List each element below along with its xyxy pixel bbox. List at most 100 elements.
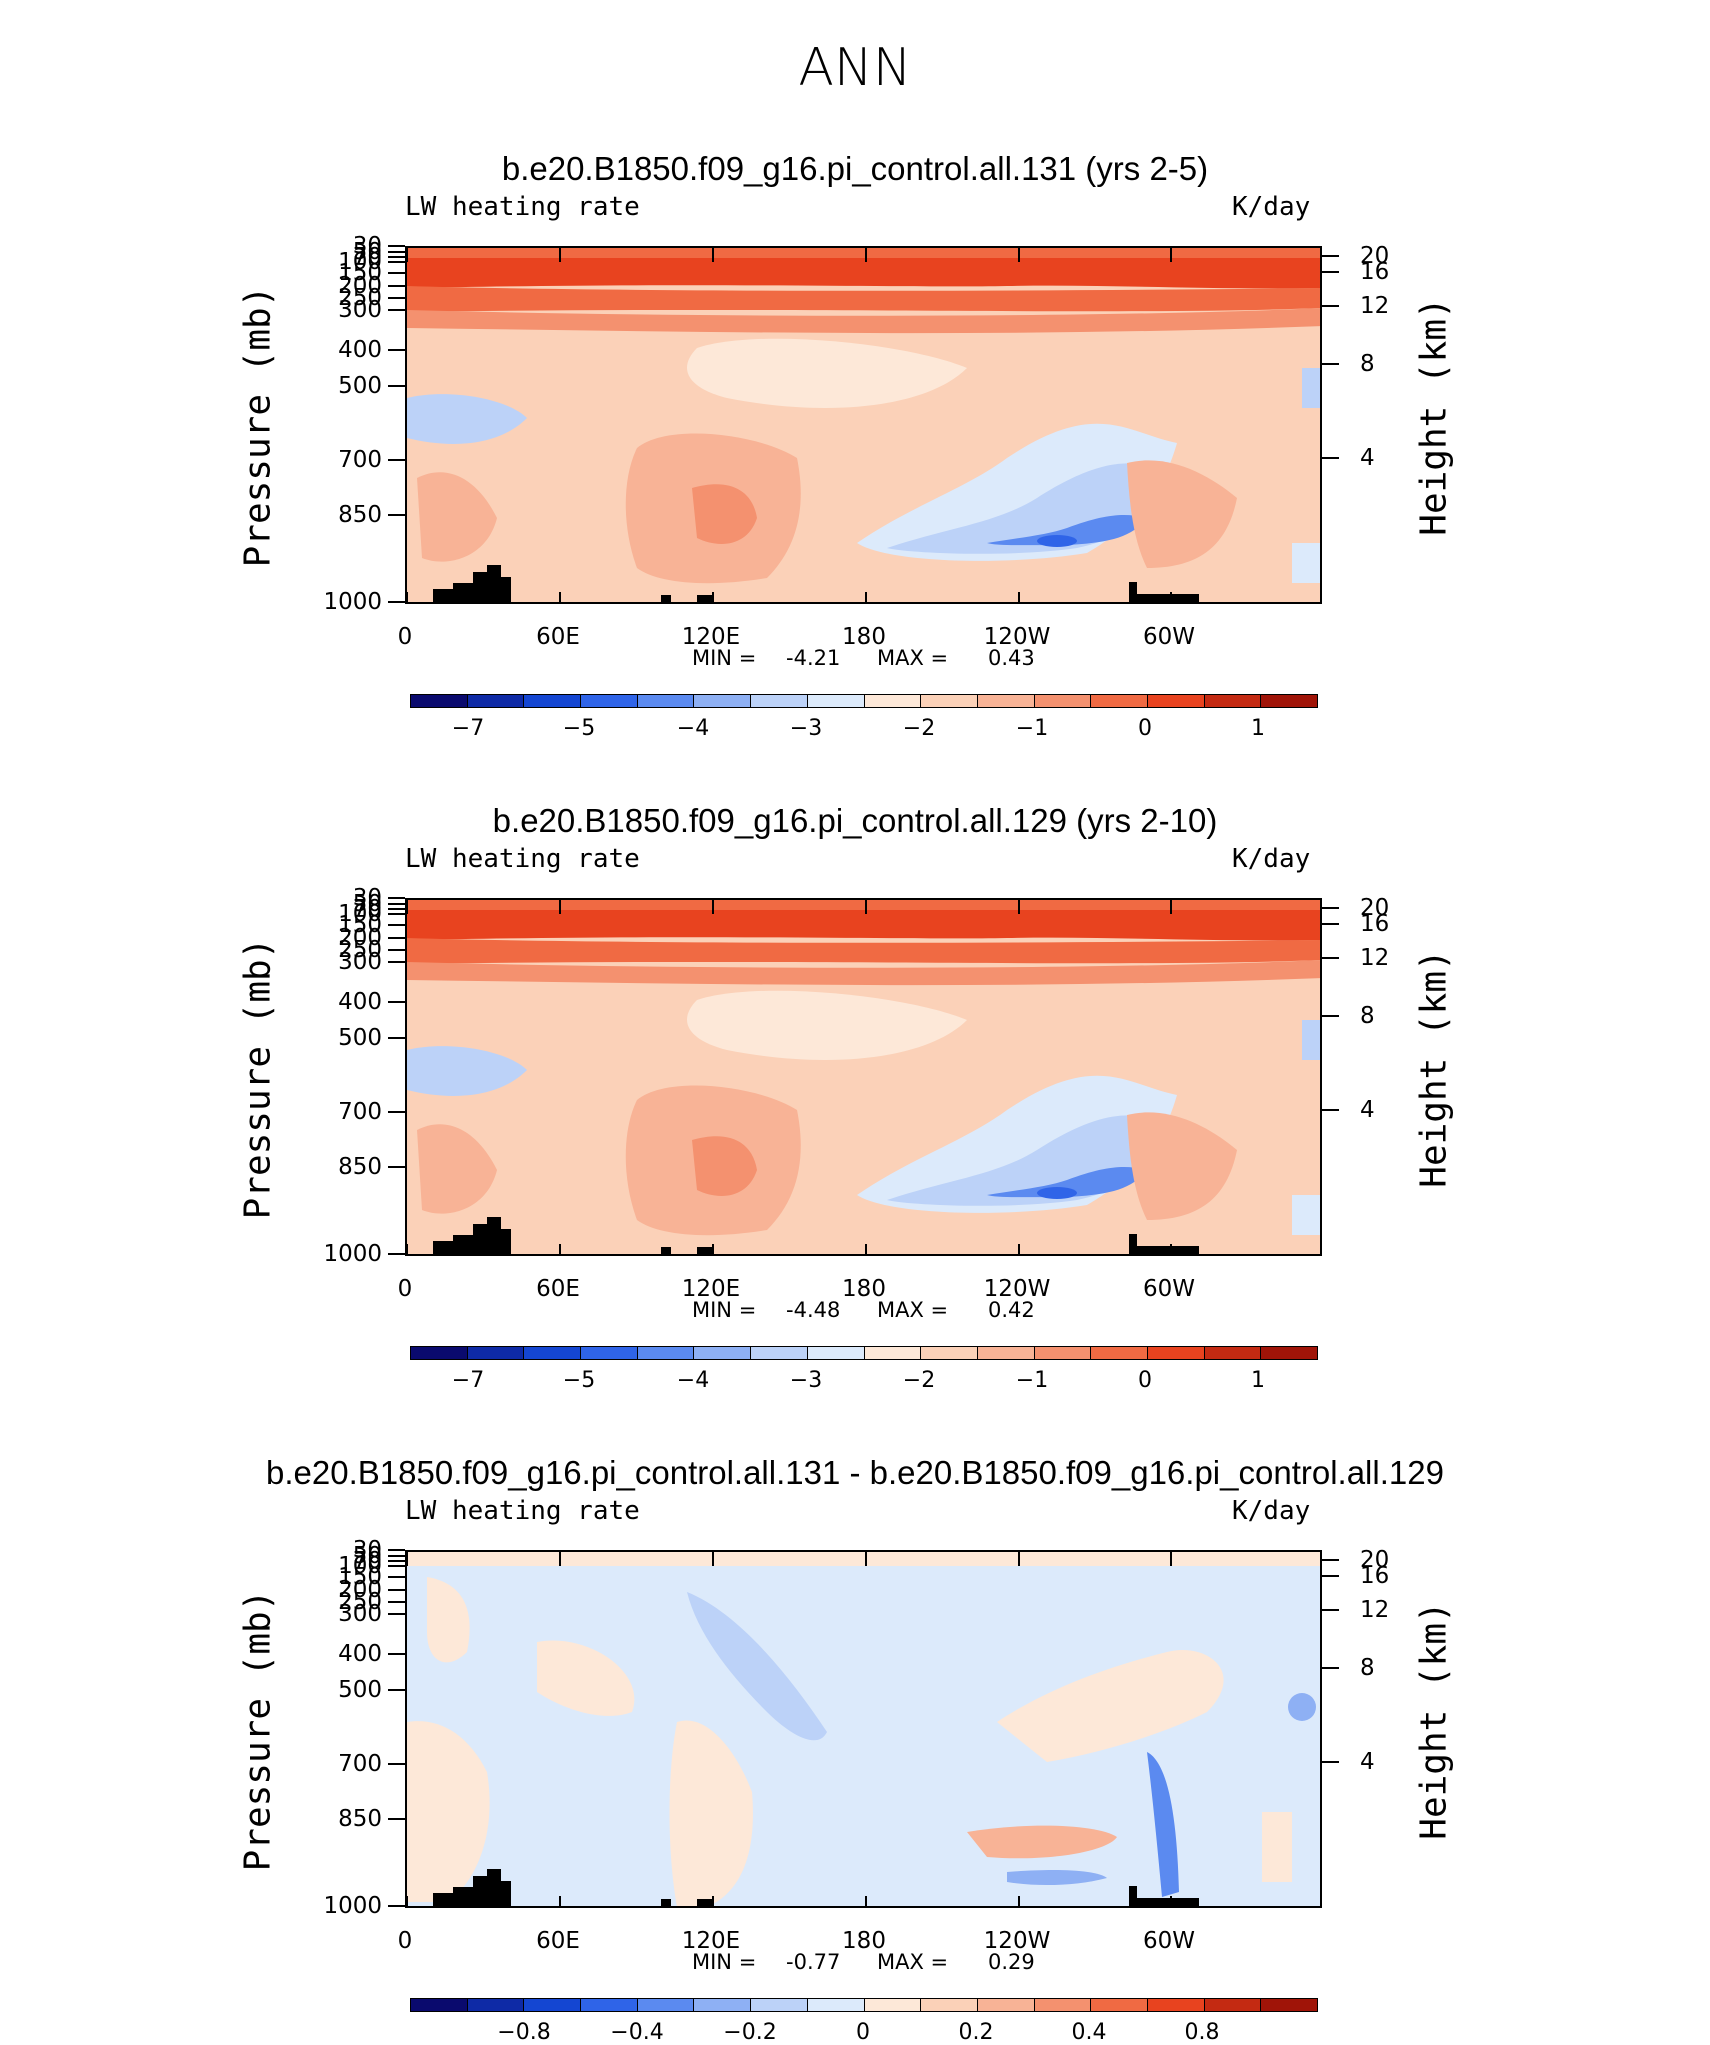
y-tick-mark bbox=[388, 1653, 405, 1655]
colorbar-cell bbox=[467, 1347, 525, 1359]
y-tick-mark bbox=[388, 514, 405, 516]
y2-tick-mark bbox=[1322, 457, 1339, 459]
y-tick-mark bbox=[388, 1111, 405, 1113]
y-tick-label: 200 bbox=[338, 1577, 382, 1603]
terrain-block bbox=[501, 577, 511, 602]
terrain-block bbox=[453, 1887, 473, 1906]
colorbar-cell bbox=[864, 1999, 922, 2011]
y-tick-label: 200 bbox=[338, 273, 382, 299]
colorbar-cell bbox=[1261, 1999, 1317, 2011]
terrain-block bbox=[1137, 1898, 1199, 1906]
colorbar-label: −0.2 bbox=[723, 2020, 777, 2045]
max-value: 0.29 bbox=[988, 1950, 1035, 1974]
y-tick-mark bbox=[388, 1905, 405, 1907]
colorbar-label: 0 bbox=[1138, 1368, 1152, 1393]
contour-region bbox=[407, 938, 1320, 964]
y-tick-mark bbox=[388, 385, 405, 387]
contour-region bbox=[407, 248, 1320, 260]
min-label: MIN = bbox=[692, 1298, 757, 1322]
terrain-block bbox=[661, 595, 671, 602]
y-tick-mark bbox=[388, 903, 405, 905]
y-tick-mark bbox=[388, 245, 405, 247]
y-tick-label: 70 bbox=[352, 244, 382, 270]
colorbar-cell bbox=[1034, 1999, 1092, 2011]
y2-tick-mark bbox=[1322, 305, 1339, 307]
terrain-block bbox=[453, 1235, 473, 1254]
terrain-block bbox=[661, 1899, 671, 1906]
y-tick-label: 700 bbox=[338, 1751, 382, 1777]
contour-field bbox=[407, 1552, 1320, 1906]
y-tick-mark bbox=[388, 349, 405, 351]
y-tick-label: 100 bbox=[338, 901, 382, 927]
colorbar-label: −0.4 bbox=[610, 2020, 664, 2045]
y-tick-mark bbox=[388, 1613, 405, 1615]
y2-tick-mark bbox=[1322, 363, 1339, 365]
y2-tick-mark bbox=[1322, 1015, 1339, 1017]
contour-region bbox=[687, 990, 967, 1060]
y-tick-label: 70 bbox=[352, 896, 382, 922]
variable-label: LW heating rate bbox=[405, 192, 640, 222]
max-value: 0.42 bbox=[988, 1298, 1035, 1322]
colorbar-cell bbox=[411, 695, 468, 707]
x-tick-label: 120E bbox=[681, 624, 741, 650]
y-tick-label: 70 bbox=[352, 1548, 382, 1574]
colorbar-cell bbox=[581, 1999, 638, 2011]
colorbar-cell bbox=[864, 695, 922, 707]
contour-region bbox=[987, 515, 1147, 546]
contour-region bbox=[407, 1721, 490, 1902]
colorbar-cell bbox=[1091, 1347, 1148, 1359]
colorbar-label: −2 bbox=[902, 716, 936, 741]
y-axis-title: Pressure (mb) bbox=[237, 937, 279, 1220]
y2-tick-mark bbox=[1322, 1109, 1339, 1111]
colorbar-label: −5 bbox=[562, 1368, 596, 1393]
y2-tick-label: 8 bbox=[1360, 351, 1375, 377]
contour-field bbox=[407, 900, 1320, 1254]
colorbar-cell bbox=[467, 1999, 525, 2011]
x-tick-label: 60W bbox=[1142, 624, 1196, 650]
y-tick-mark bbox=[388, 251, 405, 253]
x-tick-label: 120W bbox=[983, 1276, 1051, 1302]
colorbar-cell bbox=[921, 695, 978, 707]
y-tick-mark bbox=[388, 937, 405, 939]
y2-tick-mark bbox=[1322, 1609, 1339, 1611]
terrain-block bbox=[1137, 1246, 1199, 1254]
y-tick-label: 100 bbox=[338, 249, 382, 275]
contour-plot bbox=[405, 246, 1322, 604]
y-tick-mark bbox=[388, 1253, 405, 1255]
contour-region bbox=[1147, 1752, 1179, 1897]
colorbar-label: −2 bbox=[902, 1368, 936, 1393]
colorbar-cell bbox=[637, 1347, 695, 1359]
y2-axis-title: Height (km) bbox=[1413, 949, 1455, 1188]
min-label: MIN = bbox=[692, 646, 757, 670]
y-tick-mark bbox=[388, 1689, 405, 1691]
terrain-block bbox=[1129, 1234, 1137, 1254]
panel-title: b.e20.B1850.f09_g16.pi_control.all.131 (… bbox=[501, 150, 1209, 187]
y-tick-label: 1000 bbox=[323, 589, 382, 615]
x-tick-label: 60E bbox=[536, 1276, 580, 1302]
colorbar-cell bbox=[807, 695, 865, 707]
y-tick-mark bbox=[388, 1576, 405, 1578]
contour-region bbox=[407, 308, 1320, 334]
y-tick-mark bbox=[388, 1818, 405, 1820]
contour-region bbox=[417, 1124, 497, 1214]
y2-tick-label: 16 bbox=[1360, 1563, 1390, 1589]
colorbar-label: 0 bbox=[856, 2020, 870, 2045]
x-tick-label: 0 bbox=[397, 1276, 413, 1302]
colorbar-label: −1 bbox=[1015, 1368, 1049, 1393]
colorbar-cell bbox=[921, 1347, 978, 1359]
colorbar-cell bbox=[977, 695, 1035, 707]
colorbar-cell bbox=[1204, 1999, 1262, 2011]
colorbar-cell bbox=[1261, 695, 1317, 707]
colorbar-cell bbox=[1091, 695, 1148, 707]
y-tick-mark bbox=[388, 272, 405, 274]
y-tick-label: 400 bbox=[338, 1641, 382, 1667]
contour-region bbox=[407, 1552, 1320, 1566]
colorbar-cell bbox=[977, 1347, 1035, 1359]
y-tick-mark bbox=[388, 1166, 405, 1168]
y-tick-label: 30 bbox=[352, 233, 382, 259]
terrain-block bbox=[1129, 1886, 1137, 1906]
y-tick-label: 300 bbox=[338, 949, 382, 975]
y-tick-label: 300 bbox=[338, 297, 382, 323]
y-tick-mark bbox=[388, 924, 405, 926]
terrain-block bbox=[433, 1241, 453, 1254]
